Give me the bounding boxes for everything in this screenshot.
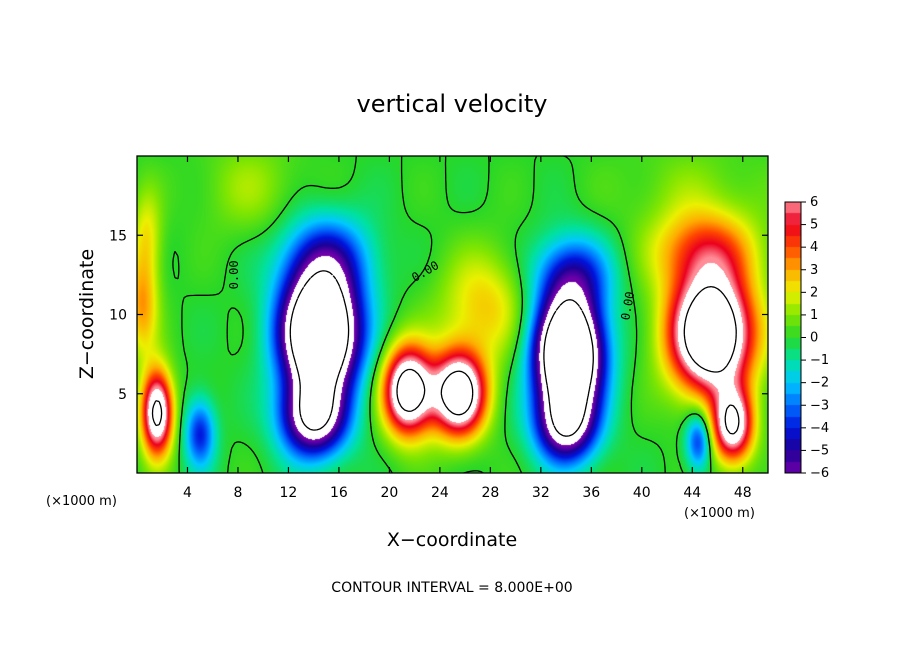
contour-negative: [289, 270, 594, 437]
x-tick-label: 28: [481, 485, 499, 501]
z-scale-note: (×1000 m): [46, 494, 117, 509]
colorbar-tick-label: −1: [810, 353, 829, 368]
heatmap-field: [137, 156, 768, 473]
plot-area: 0.00 0.000.00: [136, 155, 769, 474]
contour-positive: [151, 285, 740, 435]
contour-label: 0.00: [618, 290, 637, 321]
x-tick-label: 36: [582, 485, 600, 501]
x-scale-note: (×1000 m): [684, 506, 755, 521]
x-tick-label: 32: [532, 485, 550, 501]
colorbar-tick-label: −4: [810, 421, 829, 436]
y-axis-label: Z−coordinate: [76, 249, 98, 379]
colorbar-tick-label: 1: [810, 308, 818, 323]
x-tick-label: 8: [233, 485, 242, 501]
colorbar-tick-label: −3: [810, 398, 829, 413]
contour-label: 0.00: [227, 260, 241, 289]
y-tick-label: 5: [118, 387, 127, 403]
colorbar-tick-label: 2: [810, 285, 818, 300]
x-tick-label: 4: [183, 485, 192, 501]
x-tick-label: 20: [380, 485, 398, 501]
x-tick-label: 24: [431, 485, 449, 501]
colorbar-tick-label: 3: [810, 263, 818, 278]
chart-title: vertical velocity: [357, 90, 548, 118]
colorbar-tick-label: −5: [810, 443, 829, 458]
colorbar-ticks: 6 5 4 3 2 1 0 −1 −2 −3 −4 −5 −6: [801, 195, 829, 481]
colorbar-tick-label: 0: [810, 331, 818, 346]
colorbar-tick-label: 4: [810, 240, 818, 255]
contour-interval-note: CONTOUR INTERVAL = 8.000E+00: [331, 580, 572, 596]
x-tick-label: 44: [683, 485, 701, 501]
x-tick-label: 40: [633, 485, 651, 501]
colorbar-tick-label: −2: [810, 376, 829, 391]
y-tick-label: 15: [109, 228, 127, 244]
x-axis-label: X−coordinate: [387, 529, 517, 551]
x-tick-label: 48: [734, 485, 752, 501]
y-tick-label: 10: [109, 308, 127, 324]
colorbar: 6 5 4 3 2 1 0 −1 −2 −3 −4 −5 −6: [784, 195, 829, 481]
contour-zero: [172, 155, 712, 474]
colorbar-gradient: [785, 202, 801, 473]
colorbar-tick-label: −6: [810, 466, 829, 481]
colorbar-tick-label: 5: [810, 218, 818, 233]
x-tick-label: 12: [280, 485, 298, 501]
x-tick-label: 16: [330, 485, 348, 501]
colorbar-tick-label: 6: [810, 195, 818, 210]
